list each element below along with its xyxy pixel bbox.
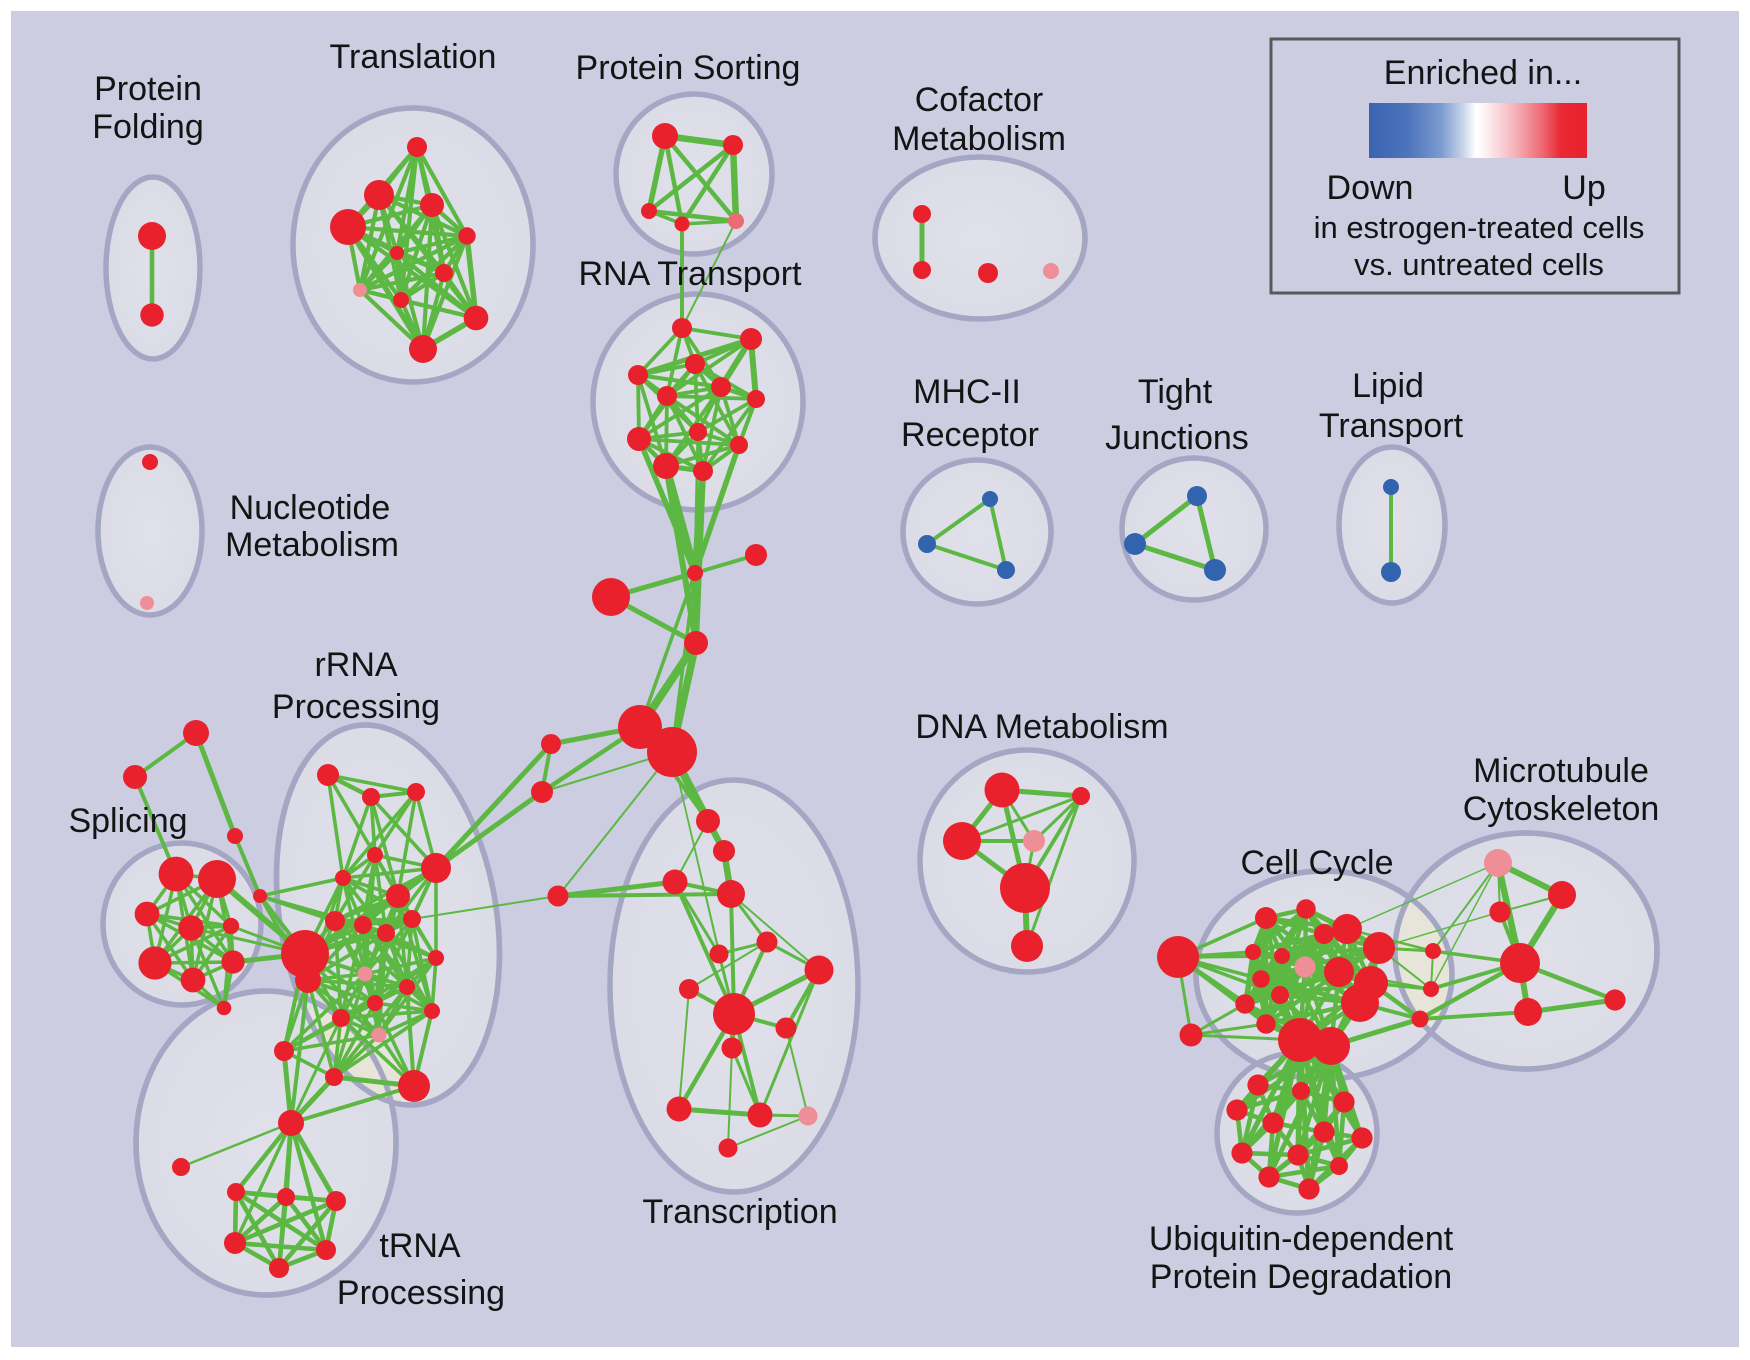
svg-text:Processing: Processing [337,1274,505,1312]
svg-text:vs. untreated cells: vs. untreated cells [1354,247,1604,282]
svg-text:Metabolism: Metabolism [225,526,399,564]
svg-text:Splicing: Splicing [68,802,187,840]
svg-text:Cytoskeleton: Cytoskeleton [1463,790,1660,828]
svg-text:Enriched in...: Enriched in... [1384,54,1582,92]
svg-text:Tight: Tight [1138,373,1213,411]
svg-text:MHC-II: MHC-II [913,373,1021,411]
svg-text:Receptor: Receptor [901,416,1039,454]
svg-text:in estrogen-treated cells: in estrogen-treated cells [1314,210,1645,245]
svg-text:Up: Up [1562,169,1605,207]
svg-text:Protein: Protein [94,70,202,108]
svg-text:RNA Transport: RNA Transport [579,255,803,293]
svg-text:Protein Degradation: Protein Degradation [1150,1258,1452,1296]
svg-text:Ubiquitin-dependent: Ubiquitin-dependent [1149,1220,1454,1258]
svg-text:tRNA: tRNA [379,1227,461,1265]
svg-text:Microtubule: Microtubule [1473,752,1649,790]
svg-text:Transport: Transport [1319,407,1464,445]
svg-text:Cell Cycle: Cell Cycle [1240,844,1393,882]
svg-text:Transcription: Transcription [642,1193,837,1231]
svg-text:Junctions: Junctions [1105,419,1249,457]
svg-text:rRNA: rRNA [314,646,397,684]
svg-text:Cofactor: Cofactor [915,81,1044,119]
svg-text:Metabolism: Metabolism [892,120,1066,158]
svg-text:Protein Sorting: Protein Sorting [576,49,801,87]
svg-text:Nucleotide: Nucleotide [230,489,391,527]
svg-text:Translation: Translation [330,38,497,76]
svg-text:Folding: Folding [92,108,204,146]
svg-text:Down: Down [1327,169,1414,207]
svg-text:DNA Metabolism: DNA Metabolism [915,708,1168,746]
svg-text:Processing: Processing [272,688,440,726]
svg-text:Lipid: Lipid [1352,367,1424,405]
